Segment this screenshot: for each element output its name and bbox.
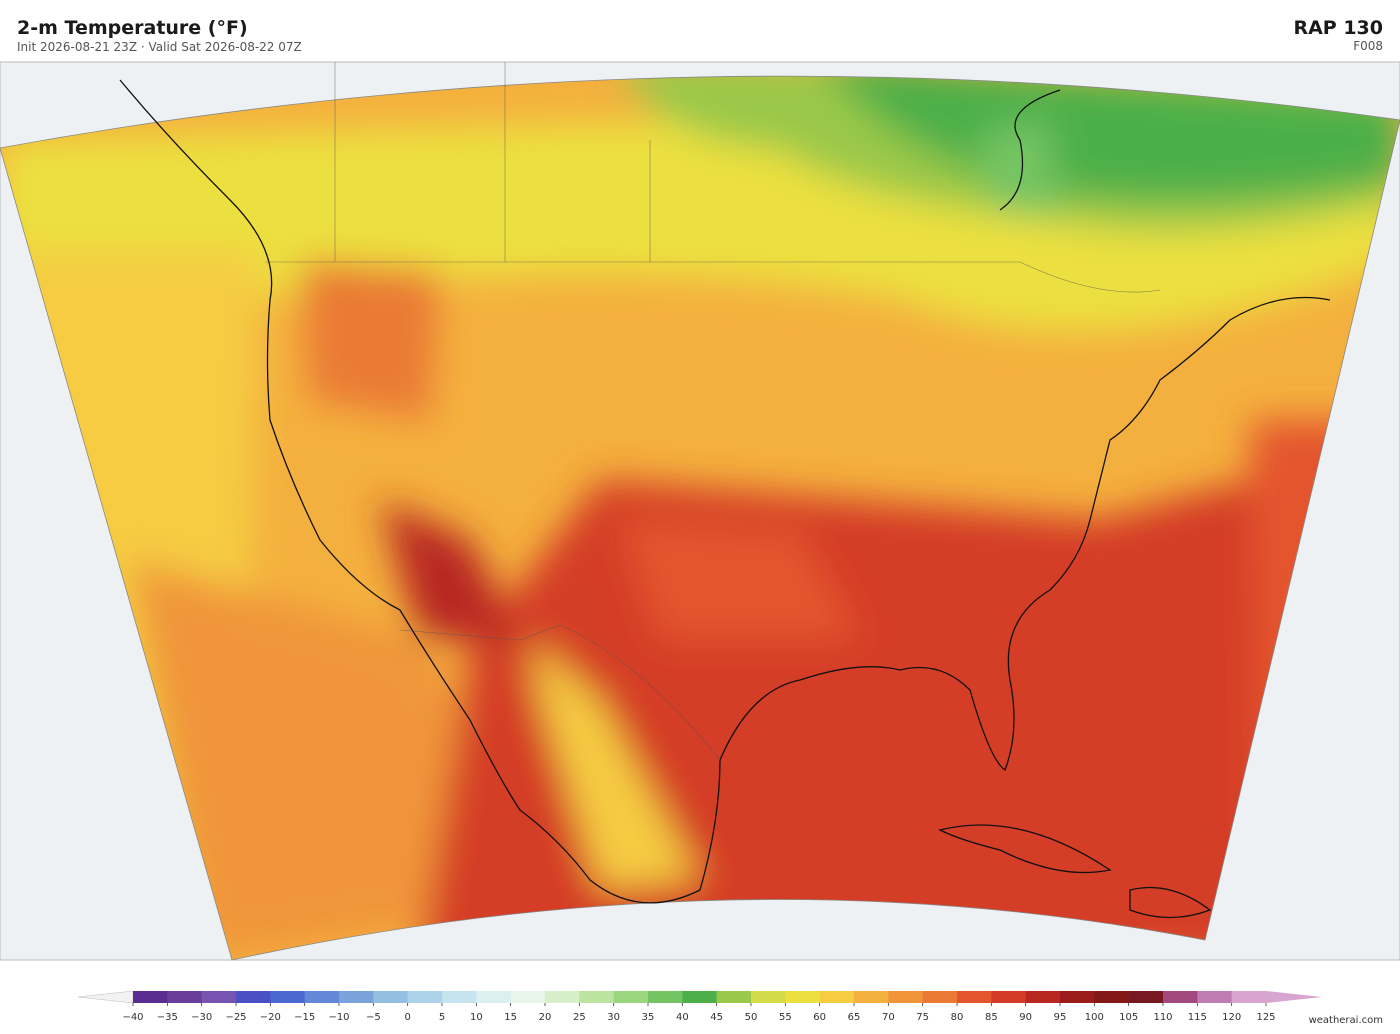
colorbar-segment	[1231, 991, 1267, 1003]
colorbar-segment	[373, 991, 408, 1003]
colorbar-tick-label: −5	[366, 1012, 381, 1023]
colorbar-segment	[819, 991, 855, 1003]
colorbar-tick-label: 65	[848, 1012, 861, 1023]
colorbar-tick-label: 90	[1019, 1012, 1032, 1023]
colorbar-segment	[510, 991, 546, 1003]
forecast-hour: F008	[1353, 39, 1383, 53]
colorbar-segment	[716, 991, 752, 1003]
colorbar-segment	[579, 991, 614, 1003]
colorbar-segment	[1128, 991, 1164, 1003]
colorbar-segment	[1163, 991, 1198, 1003]
colorbar-segment	[133, 991, 168, 1003]
colorbar-tick-label: 75	[916, 1012, 929, 1023]
colorbar-segment	[854, 991, 889, 1003]
colorbar-tick-label: 100	[1085, 1012, 1104, 1023]
colorbar-tick-label: 45	[710, 1012, 723, 1023]
colorbar-tick-label: 105	[1119, 1012, 1138, 1023]
colorbar-segment	[304, 991, 340, 1003]
colorbar-tick-label: −25	[225, 1012, 246, 1023]
colorbar-segment	[1094, 991, 1129, 1003]
colorbar-segment	[922, 991, 958, 1003]
colorbar-tick-label: 50	[745, 1012, 758, 1023]
colorbar-tick-label: −30	[191, 1012, 212, 1023]
colorbar-segment	[648, 991, 683, 1003]
colorbar-segment	[270, 991, 305, 1003]
colorbar-tick-label: 80	[951, 1012, 964, 1023]
colorbar-segment	[1197, 991, 1232, 1003]
colorbar-tick-label: 20	[539, 1012, 552, 1023]
colorbar-tick-label: 0	[404, 1012, 410, 1023]
colorbar-tick-label: 120	[1222, 1012, 1241, 1023]
colorbar-tick-label: 25	[573, 1012, 586, 1023]
colorbar-extend-low	[77, 990, 134, 1004]
colorbar-tick-label: −10	[328, 1012, 349, 1023]
colorbar-tick-label: −35	[157, 1012, 178, 1023]
model-name: RAP 130	[1293, 17, 1383, 39]
title: 2-m Temperature (°F)	[17, 17, 248, 39]
colorbar-segment	[545, 991, 580, 1003]
colorbar-segment	[751, 991, 786, 1003]
colorbar-segment	[1060, 991, 1095, 1003]
colorbar-tick-label: 35	[642, 1012, 655, 1023]
colorbar-segment	[1025, 991, 1061, 1003]
colorbar-tick-label: 95	[1054, 1012, 1067, 1023]
colorbar-segment	[407, 991, 443, 1003]
colorbar-segment	[476, 991, 511, 1003]
colorbar-segment	[888, 991, 923, 1003]
colorbar-tick-label: 110	[1153, 1012, 1172, 1023]
colorbar-tick-label: −20	[260, 1012, 281, 1023]
domain-outline	[0, 75, 1400, 961]
colorbar-tick-label: 125	[1256, 1012, 1275, 1023]
colorbar-tick-label: 55	[779, 1012, 792, 1023]
colorbar-tick-label: −40	[122, 1012, 143, 1023]
temperature-field	[0, 76, 1400, 960]
colorbar-tick-label: 85	[985, 1012, 998, 1023]
colorbar-segment	[785, 991, 820, 1003]
colorbar-segment	[236, 991, 271, 1003]
colorbar-extend-high	[1266, 991, 1322, 1003]
colorbar-segment	[613, 991, 649, 1003]
colorbar-segment	[167, 991, 202, 1003]
colorbar-segment	[991, 991, 1026, 1003]
colorbar-segment	[682, 991, 717, 1003]
colorbar-segment	[339, 991, 374, 1003]
colorbar-tick-label: 10	[470, 1012, 483, 1023]
subtitle: Init 2026-08-21 23Z · Valid Sat 2026-08-…	[17, 40, 302, 54]
colorbar-tick-label: 5	[439, 1012, 445, 1023]
colorbar-segment	[201, 991, 237, 1003]
colorbar-tick-label: 70	[882, 1012, 895, 1023]
colorbar-tick-label: 30	[607, 1012, 620, 1023]
colorbar-segment	[442, 991, 477, 1003]
colorbar-tick-label: 60	[813, 1012, 826, 1023]
colorbar-tick-label: 40	[676, 1012, 689, 1023]
colorbar-tick-label: 15	[504, 1012, 517, 1023]
colorbar-segment	[957, 991, 992, 1003]
borders	[265, 62, 1161, 761]
colorbar-tick-label: 115	[1188, 1012, 1207, 1023]
credit: weatherai.com	[1309, 1015, 1383, 1026]
colorbar-tick-label: −15	[294, 1012, 315, 1023]
